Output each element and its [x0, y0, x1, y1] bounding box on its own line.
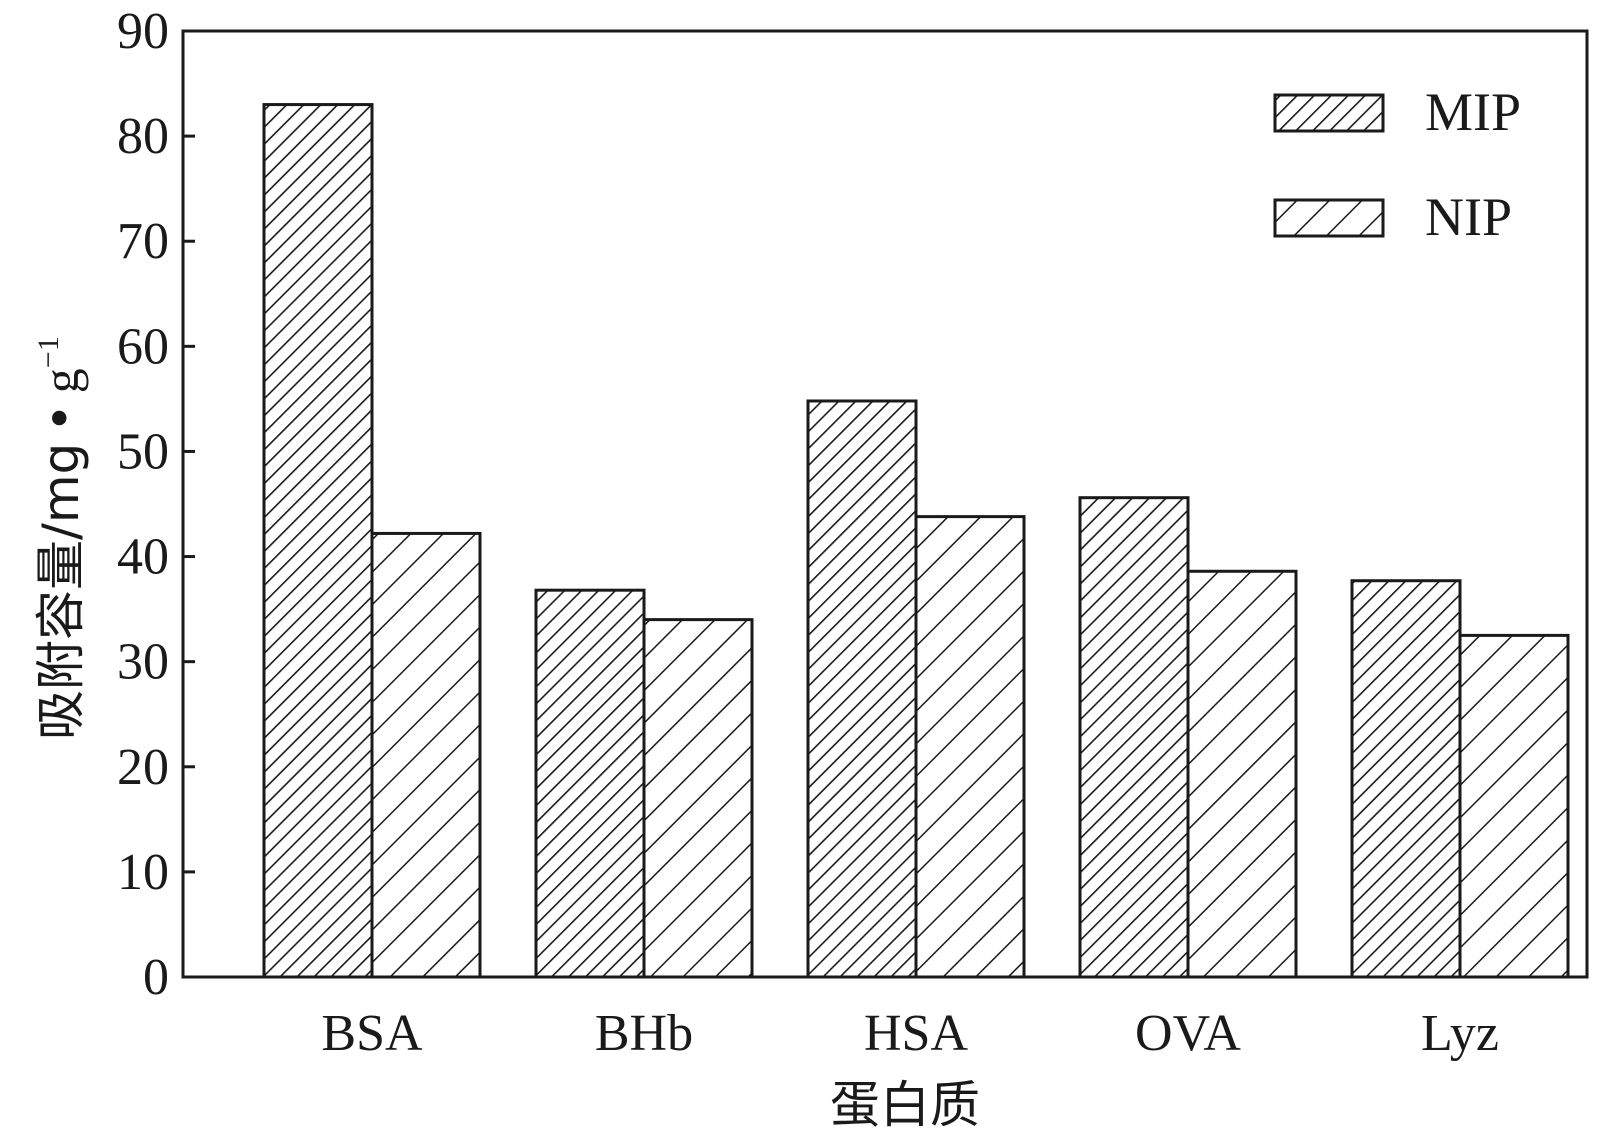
y-axis-unit-base: g — [33, 368, 89, 393]
legend-label-nip: NIP — [1425, 187, 1512, 247]
y-tick-label: 60 — [117, 318, 169, 375]
bar-nip-bhb — [642, 618, 754, 979]
bar-nip-lyz — [1458, 633, 1570, 979]
y-axis-ticks: 0 10 20 30 40 50 60 70 80 90 — [117, 3, 195, 1006]
y-tick-label: 20 — [117, 739, 169, 796]
bar-nip-hsa — [914, 515, 1026, 979]
bar-mip-bsa — [262, 103, 374, 979]
bars-group — [262, 103, 1570, 979]
y-axis-title-main: 吸附容量/mg — [32, 443, 90, 740]
plot-frame — [181, 29, 1589, 979]
bar-mip-hsa — [806, 399, 918, 979]
x-category-label: HSA — [864, 1005, 968, 1062]
y-tick-label: 40 — [117, 529, 169, 586]
x-axis-categories: BSA BHb HSA OVA Lyz — [321, 1005, 1499, 1062]
legend-swatch-nip — [1273, 198, 1385, 238]
x-category-label: Lyz — [1421, 1005, 1499, 1062]
bar-mip-bhb — [534, 588, 646, 979]
bar-mip-lyz — [1350, 579, 1462, 979]
y-tick-label: 30 — [117, 634, 169, 691]
y-axis-unit-superscript: −1 — [32, 336, 65, 368]
y-tick-label: 80 — [117, 108, 169, 165]
bar-nip-bsa — [370, 531, 482, 979]
y-tick-label: 0 — [143, 949, 169, 1006]
legend-swatch-mip — [1273, 93, 1385, 133]
x-category-label: BHb — [595, 1005, 693, 1062]
x-category-label: BSA — [321, 1005, 423, 1062]
legend-label-mip: MIP — [1425, 82, 1521, 142]
y-tick-label: 70 — [117, 213, 169, 270]
bar-nip-ova — [1186, 569, 1298, 979]
y-axis-unit-dot: • — [32, 403, 90, 433]
y-axis-title: 吸附容量/mg • g−1 — [32, 336, 90, 740]
bar-mip-ova — [1078, 496, 1190, 979]
x-axis-title: 蛋白质 — [830, 1076, 980, 1134]
x-category-label: OVA — [1135, 1005, 1241, 1062]
legend: MIP NIP — [1273, 82, 1521, 247]
y-tick-label: 10 — [117, 844, 169, 901]
y-tick-label: 50 — [117, 423, 169, 480]
y-tick-label: 90 — [117, 3, 169, 60]
